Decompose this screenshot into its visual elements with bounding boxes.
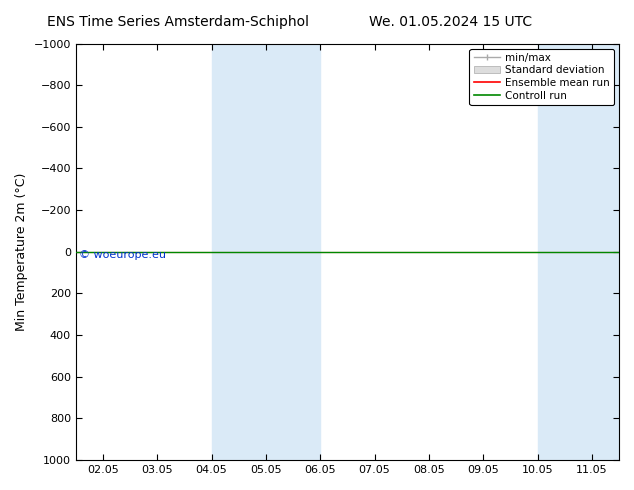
Text: We. 01.05.2024 15 UTC: We. 01.05.2024 15 UTC (368, 15, 532, 29)
Title: ENS Time Series Amsterdam-Schiphol    We. 01.05.2024 15 UTC: ENS Time Series Amsterdam-Schiphol We. 0… (0, 489, 1, 490)
Legend: min/max, Standard deviation, Ensemble mean run, Controll run: min/max, Standard deviation, Ensemble me… (469, 49, 614, 105)
Bar (592, 44, 634, 460)
Bar (538, 44, 592, 460)
Bar (266, 44, 320, 460)
Bar (212, 44, 266, 460)
Text: © woeurope.eu: © woeurope.eu (79, 250, 165, 260)
Y-axis label: Min Temperature 2m (°C): Min Temperature 2m (°C) (15, 172, 28, 331)
Text: ENS Time Series Amsterdam-Schiphol: ENS Time Series Amsterdam-Schiphol (46, 15, 309, 29)
